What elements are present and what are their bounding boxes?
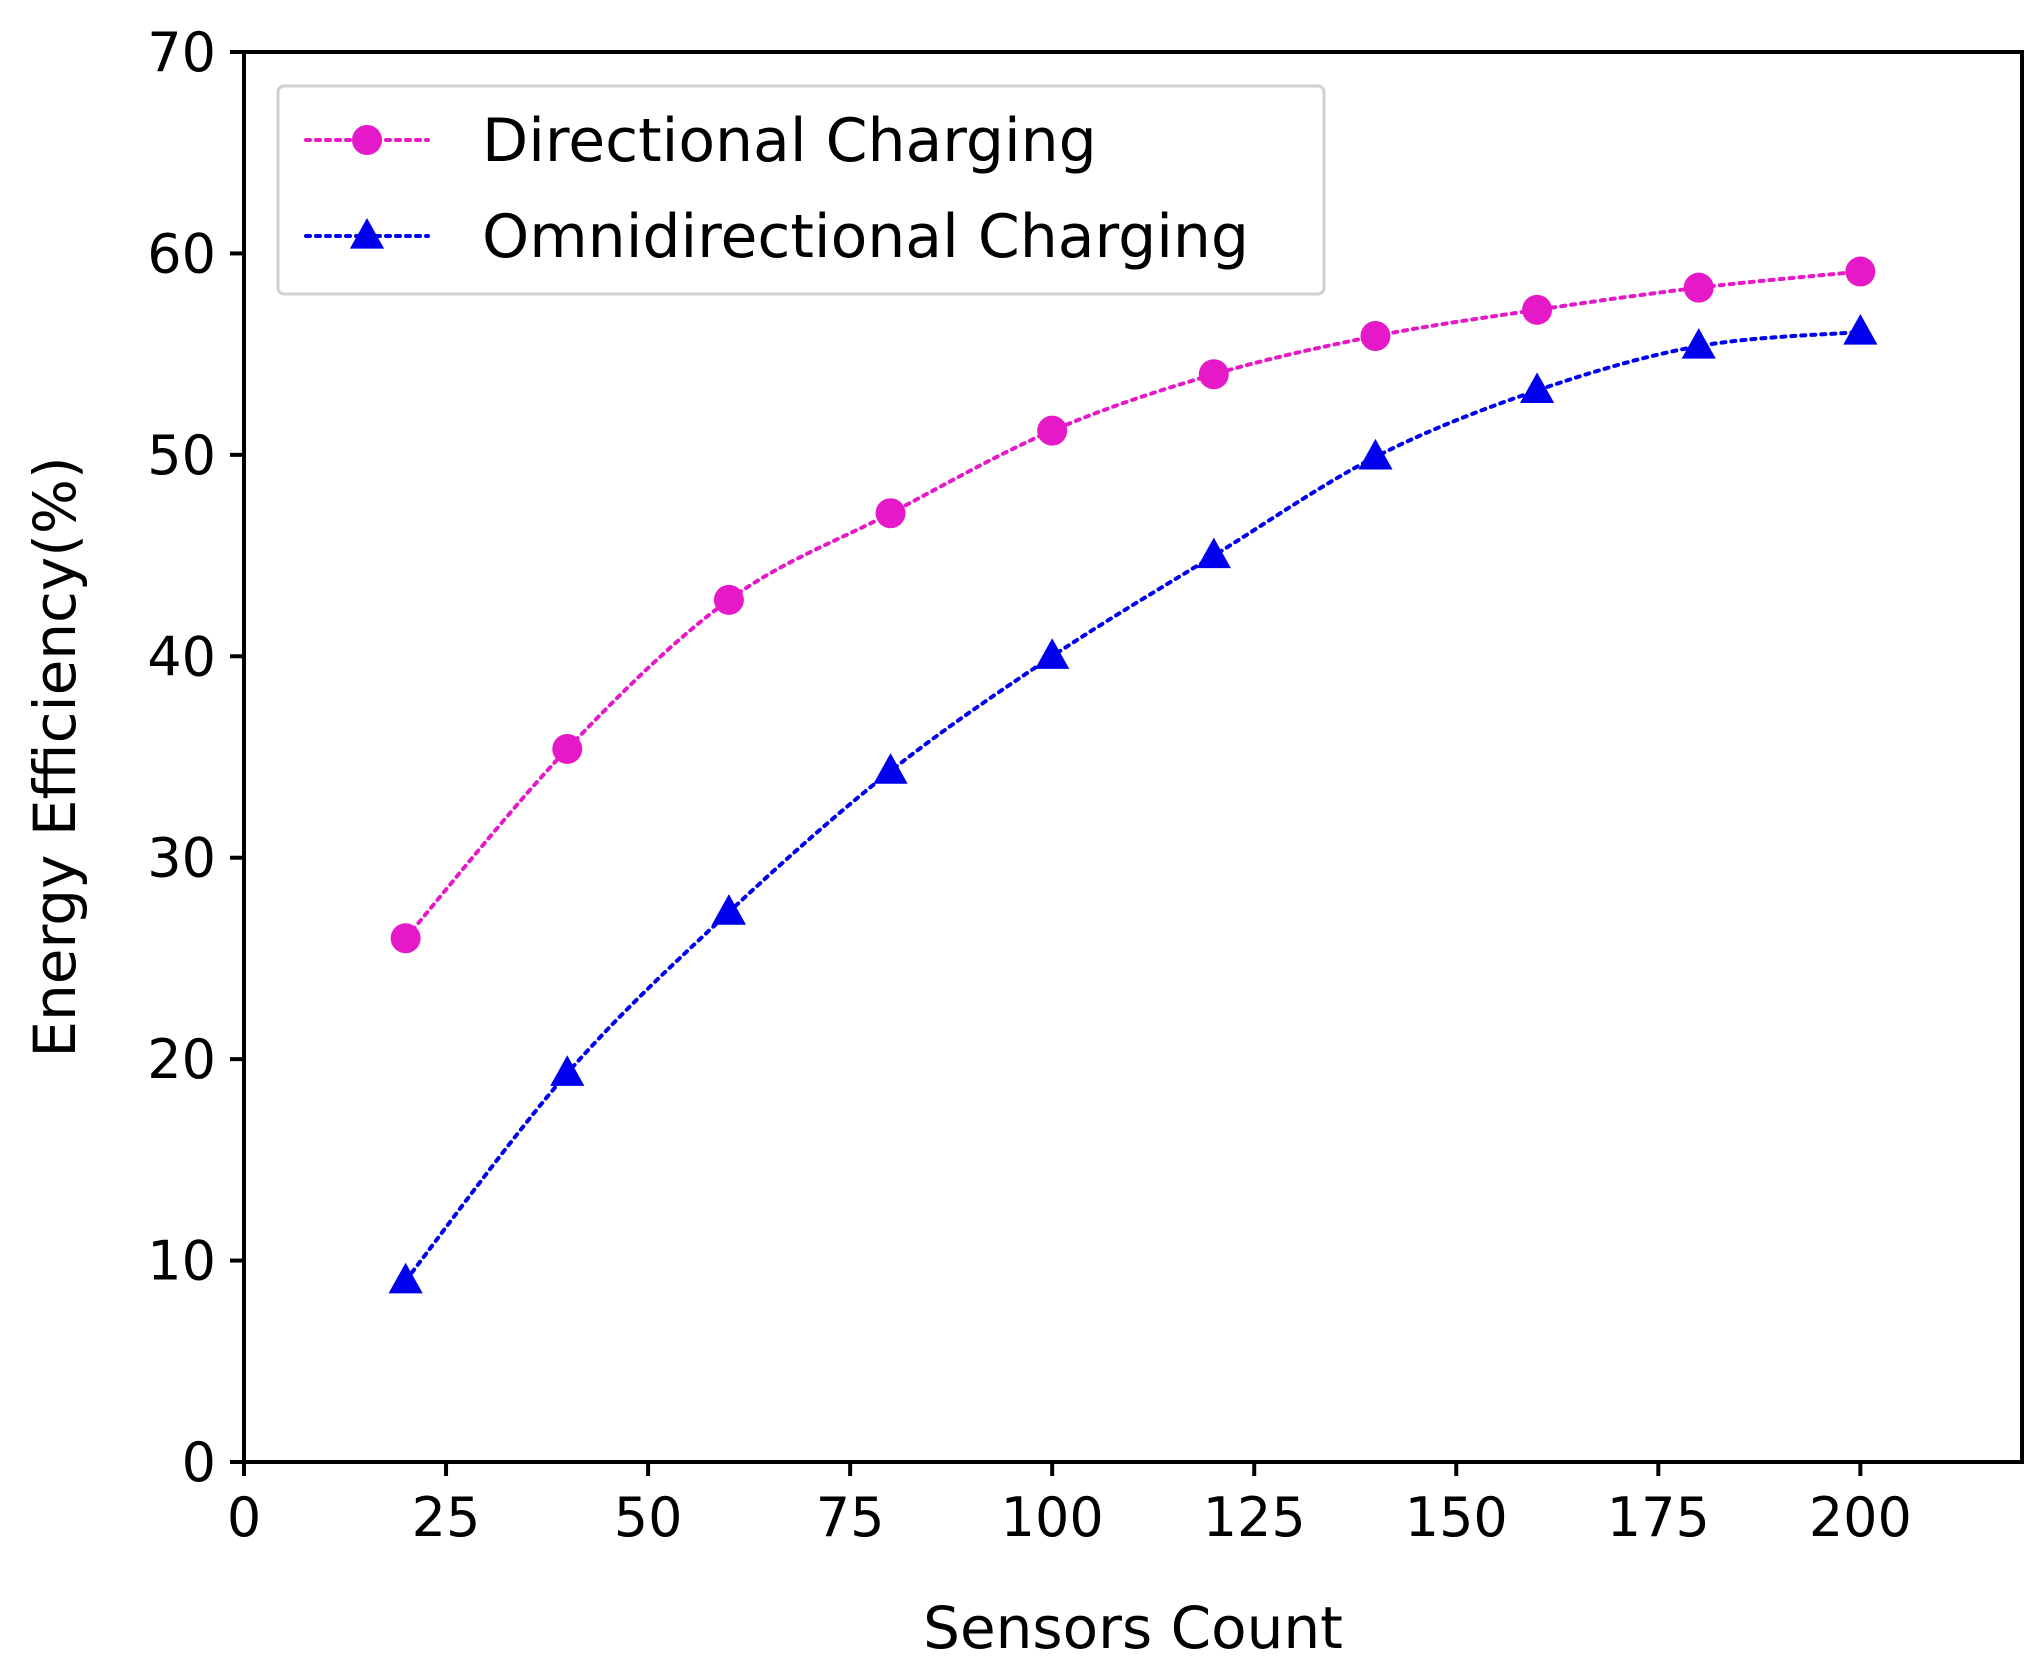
data-point [713,584,744,615]
x-tick-label: 200 [1809,1486,1912,1549]
y-tick-label: 10 [147,1230,216,1293]
x-tick-label: 50 [614,1486,683,1549]
data-point [1683,272,1714,303]
legend-label: Directional Charging [482,106,1097,176]
plot-frame [242,50,2024,1464]
y-tick-label: 20 [147,1028,216,1091]
x-tick-label: 0 [227,1486,261,1549]
y-tick-label: 30 [147,827,216,890]
legend-label: Omnidirectional Charging [482,202,1249,272]
series-line [403,269,1863,941]
data-point [1037,415,1068,446]
x-tick-label: 25 [412,1486,481,1549]
series-2 [388,313,1878,1294]
data-point [875,498,906,529]
series-line [403,329,1863,1283]
data-point [873,753,908,784]
legend: Directional Charging Omnidirectional Char… [276,84,1326,296]
data-point [390,923,421,954]
data-point [552,733,583,764]
x-tick-label: 100 [1001,1486,1104,1549]
y-tick-label: 50 [147,424,216,487]
data-point [388,1262,423,1294]
legend-box [276,84,1326,296]
plot-area: 0 10 20 30 40 50 60 70 0 25 50 75 100 125 150 175 200 [147,21,2024,1549]
x-tick-label: 150 [1405,1486,1508,1549]
data-point [1035,638,1070,669]
x-tick-label: 75 [816,1486,885,1549]
data-point [1681,328,1716,359]
data-point [711,894,747,925]
series-layer [388,256,1878,1294]
data-point [1358,438,1393,470]
y-tick-label: 0 [182,1431,216,1494]
legend-item: Omnidirectional Charging [304,202,1249,272]
x-tick-label: 125 [1203,1486,1306,1549]
data-point [1196,537,1231,569]
legend-marker [352,125,382,155]
y-axis-title: Energy Efficiency(%) [21,456,89,1057]
x-tick-label: 175 [1607,1486,1710,1549]
data-point [1845,256,1876,287]
data-point [1198,359,1229,390]
data-point [1522,294,1553,325]
data-point [1843,313,1878,345]
x-axis: 0 25 50 75 100 125 150 175 200 [227,1462,1912,1549]
y-tick-label: 60 [147,222,216,285]
y-tick-label: 70 [147,21,216,84]
data-point [1360,321,1391,352]
y-axis: 0 10 20 30 40 50 60 70 [147,21,244,1494]
x-axis-title: Sensors Count [923,1594,1343,1662]
legend-marker [349,218,385,249]
data-point [550,1055,585,1086]
data-point [1519,372,1555,403]
legend-item: Directional Charging [304,106,1097,176]
y-tick-label: 40 [147,625,216,688]
series-1 [390,256,1876,954]
